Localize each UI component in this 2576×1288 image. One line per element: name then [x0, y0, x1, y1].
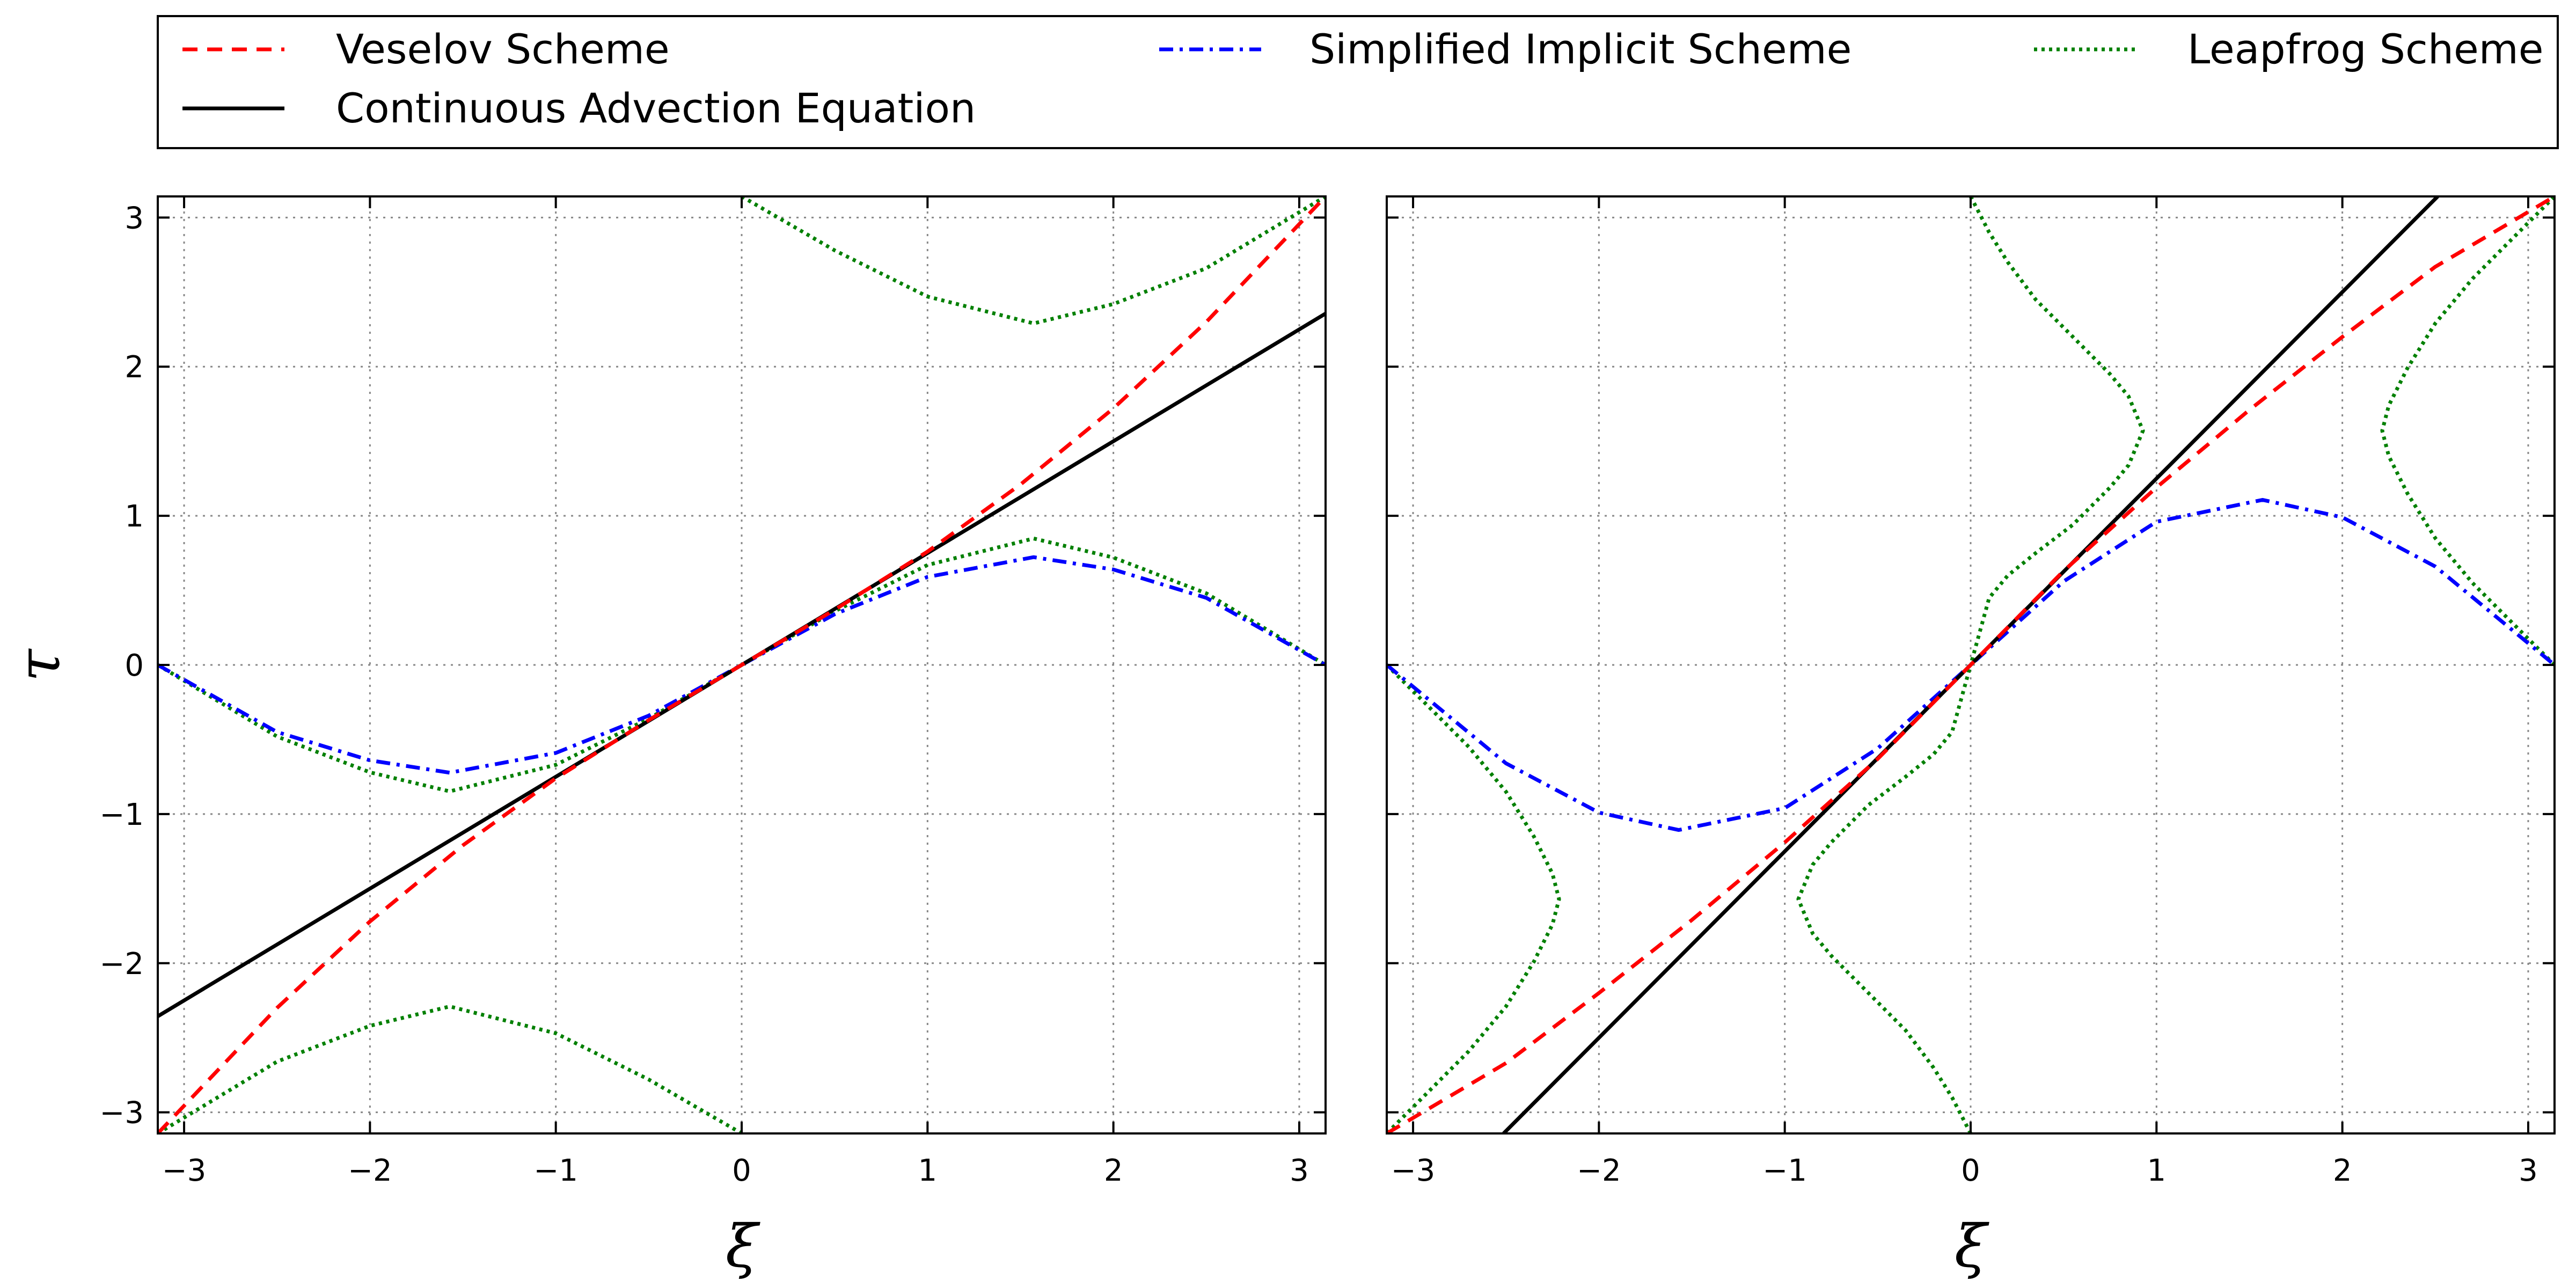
right-xlabel: ξ — [1955, 1212, 1990, 1280]
right-xtick-label-2: −1 — [1762, 1153, 1807, 1188]
right-panel: −3 −2 −1 0 1 2 3 — [1386, 195, 2556, 1188]
right-series-leapfrog-1 — [1796, 664, 1973, 1133]
left-series-leapfrog-2 — [158, 1004, 743, 1133]
left-ytick-label-4: 1 — [125, 499, 144, 534]
legend-label-leapfrog: Leapfrog Scheme — [2187, 25, 2544, 73]
right-series-veselov — [1387, 196, 2555, 1133]
left-xtick-label-4: 1 — [918, 1153, 938, 1188]
right-xtick-label-5: 2 — [2333, 1153, 2352, 1188]
left-xtick-label-5: 2 — [1104, 1153, 1123, 1188]
left-ytick-label-3: 0 — [125, 648, 144, 683]
right-series-leapfrog-3 — [2380, 196, 2555, 667]
left-ytick-label-6: 3 — [125, 201, 144, 236]
left-ytick-label-5: 2 — [125, 350, 144, 385]
right-xtick-label-3: 0 — [1961, 1153, 1980, 1188]
right-series-leapfrog-2 — [1968, 196, 2145, 665]
left-ytick-label-0: −3 — [99, 1096, 144, 1131]
left-series-leapfrog-1 — [741, 196, 1326, 326]
left-ytick-label-1: −2 — [99, 947, 144, 982]
legend-label-veselov: Veselov Scheme — [336, 25, 670, 73]
right-xtick-label-1: −2 — [1577, 1153, 1621, 1188]
right-xtick-label-6: 3 — [2519, 1153, 2538, 1188]
left-xtick-label-2: −1 — [533, 1153, 578, 1188]
left-series-veselov — [158, 196, 1326, 1133]
legend-label-implicit: Simplified Implicit Scheme — [1309, 25, 1851, 73]
left-xtick-label-0: −3 — [162, 1153, 207, 1188]
left-xlabel: ξ — [726, 1212, 761, 1280]
left-panel: −3 −2 −1 0 1 2 3 −3 −2 −1 0 1 2 3 — [99, 195, 1327, 1188]
legend: Veselov Scheme Simplified Implicit Schem… — [157, 15, 2559, 149]
legend-label-continuous: Continuous Advection Equation — [336, 84, 976, 132]
right-xtick-label-0: −3 — [1391, 1153, 1436, 1188]
left-series-implicit — [158, 555, 1326, 775]
left-ylabel: τ — [4, 648, 73, 682]
left-xtick-label-1: −2 — [348, 1153, 392, 1188]
left-ytick-label-2: −1 — [99, 797, 144, 832]
left-xtick-label-3: 0 — [732, 1153, 751, 1188]
right-xtick-label-4: 1 — [2147, 1153, 2167, 1188]
left-xtick-label-6: 3 — [1290, 1153, 1309, 1188]
legend-frame — [157, 15, 2559, 149]
right-series-leapfrog-0 — [1387, 663, 1561, 1133]
